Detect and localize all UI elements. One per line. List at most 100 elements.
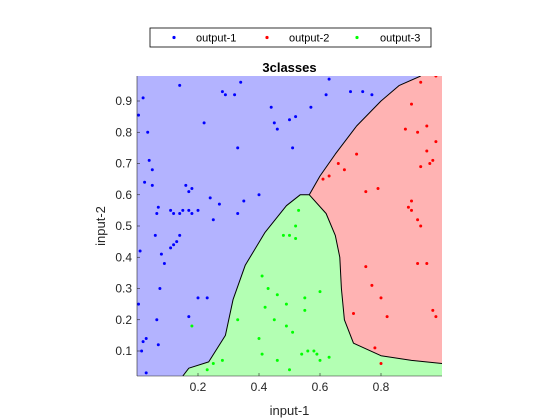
legend[interactable]: output-1 output-2 output-3: [149, 27, 432, 48]
y-tick-label: 0.3: [115, 282, 132, 296]
data-point-output-1: [144, 371, 148, 375]
data-point-output-1: [155, 318, 159, 322]
boundary-line-1-3: [182, 194, 310, 376]
data-point-output-3: [318, 358, 322, 362]
legend-label-output-2: output-2: [289, 33, 329, 45]
data-point-output-1: [291, 146, 295, 150]
chart-title: 3classes: [262, 60, 316, 75]
data-point-output-1: [184, 183, 188, 187]
data-point-output-2: [425, 124, 429, 128]
data-point-output-1: [187, 190, 191, 194]
data-point-output-1: [275, 127, 279, 131]
y-tick-label: 0.6: [115, 188, 132, 202]
data-point-output-1: [150, 183, 154, 187]
data-point-output-1: [242, 199, 246, 203]
data-point-output-3: [306, 349, 310, 353]
data-point-output-1: [202, 121, 206, 125]
data-point-output-1: [156, 343, 160, 347]
data-point-output-1: [159, 252, 163, 256]
data-point-output-2: [376, 187, 380, 190]
data-point-output-1: [196, 208, 200, 212]
data-point-output-1: [257, 193, 261, 197]
y-tick-label: 0.2: [115, 313, 132, 327]
data-point-output-1: [178, 212, 182, 215]
data-point-output-1: [172, 243, 176, 247]
y-axis-label: input-2: [93, 206, 108, 246]
data-point-output-1: [156, 205, 160, 209]
data-point-output-2: [431, 308, 435, 312]
data-point-output-3: [284, 324, 288, 328]
data-point-output-1: [327, 77, 331, 81]
data-point-output-2: [364, 190, 368, 194]
data-point-output-2: [336, 162, 340, 165]
data-point-output-1: [196, 296, 200, 300]
data-point-output-1: [187, 315, 191, 319]
data-point-output-2: [434, 76, 438, 78]
data-point-output-1: [141, 96, 145, 100]
data-point-output-3: [275, 358, 279, 362]
data-point-output-1: [269, 105, 273, 109]
data-point-output-2: [364, 265, 368, 269]
plot-area: [137, 76, 442, 376]
data-point-output-1: [223, 93, 227, 97]
data-point-output-1: [349, 90, 352, 94]
data-point-output-2: [342, 168, 346, 172]
data-point-output-1: [138, 249, 142, 253]
data-point-output-3: [315, 352, 319, 356]
data-point-output-3: [300, 352, 304, 356]
legend-marker-output-1: [172, 35, 176, 40]
decision-region-output-3: [182, 194, 442, 376]
data-point-output-1: [137, 113, 140, 117]
x-tick-label: 0.4: [251, 380, 268, 394]
data-point-output-3: [190, 324, 194, 328]
boundary-line-1-2: [308, 76, 421, 196]
data-point-output-1: [236, 146, 240, 150]
data-point-output-1: [361, 90, 365, 94]
data-point-output-1: [162, 262, 166, 265]
y-tick-label: 0.8: [115, 125, 132, 139]
data-point-output-3: [288, 233, 291, 237]
data-point-output-2: [425, 262, 429, 265]
x-tick-label: 0.8: [373, 380, 390, 394]
data-point-output-2: [370, 283, 374, 287]
data-point-output-3: [275, 293, 279, 297]
data-point-output-1: [147, 158, 151, 162]
data-point-output-2: [419, 80, 423, 84]
legend-label-output-3: output-3: [380, 33, 420, 45]
data-point-output-2: [373, 346, 377, 350]
data-point-output-1: [155, 212, 159, 215]
data-point-output-2: [431, 158, 435, 162]
data-point-output-3: [318, 290, 322, 294]
data-point-output-3: [288, 368, 291, 372]
data-point-output-3: [312, 349, 316, 353]
data-point-output-3: [303, 308, 307, 312]
data-point-output-2: [416, 130, 420, 134]
data-point-output-1: [158, 287, 162, 290]
data-point-output-2: [410, 199, 413, 203]
y-tick-label: 0.4: [115, 250, 132, 264]
data-point-output-1: [220, 90, 224, 94]
legend-label-output-1: output-1: [196, 33, 236, 45]
data-point-output-3: [294, 237, 298, 240]
data-point-output-3: [260, 352, 264, 356]
x-axis-label: input-1: [270, 403, 310, 418]
data-point-output-3: [284, 302, 288, 306]
data-point-output-1: [187, 208, 191, 212]
data-point-output-2: [410, 208, 413, 212]
data-point-output-2: [410, 102, 413, 106]
data-point-output-3: [281, 233, 285, 237]
data-point-output-1: [172, 212, 176, 215]
data-point-output-2: [385, 315, 389, 319]
boundary-line-2-3: [308, 194, 442, 364]
data-point-output-1: [211, 218, 215, 222]
data-point-output-3: [220, 358, 224, 362]
data-point-output-2: [428, 162, 432, 165]
data-point-output-1: [144, 337, 148, 340]
data-point-output-1: [178, 233, 182, 237]
y-tick-label: 0.7: [115, 157, 132, 171]
data-point-output-1: [208, 196, 212, 200]
data-point-output-1: [178, 83, 182, 87]
y-tick-label: 0.1: [115, 344, 132, 358]
y-tick-label: 0.5: [115, 219, 132, 233]
data-point-output-2: [327, 174, 331, 178]
